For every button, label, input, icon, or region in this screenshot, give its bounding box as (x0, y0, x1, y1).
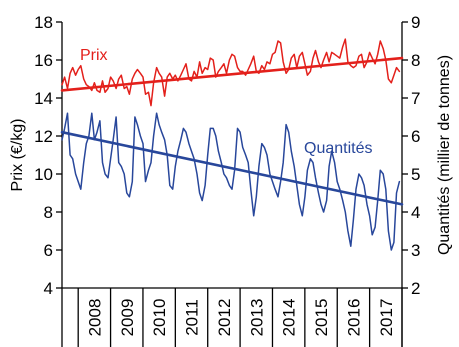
right-tick-label: 4 (411, 203, 420, 222)
left-tick-label: 18 (34, 13, 53, 32)
year-label: 2012 (215, 299, 234, 337)
year-label: 2011 (183, 299, 202, 336)
left-y-ticks: 4 6 8 10 12 14 16 18 (34, 13, 62, 298)
right-tick-label: 2 (411, 279, 420, 298)
quantity-series-label: Quantités (304, 140, 372, 157)
price-series-line (61, 38, 401, 107)
year-labels: 2008 2009 2010 2011 2012 2013 2014 2015 2016 2017 (77, 288, 403, 347)
price-trend-line (60, 56, 404, 92)
year-label: 2014 (280, 299, 299, 337)
price-series-label: Prix (80, 47, 108, 64)
left-tick-label: 6 (44, 241, 53, 260)
quantity-series-line (61, 112, 401, 251)
year-label: 2017 (377, 299, 396, 337)
left-tick-label: 14 (34, 89, 53, 108)
year-label: 2016 (344, 299, 363, 337)
left-tick-label: 16 (34, 51, 53, 70)
right-tick-label: 6 (411, 127, 420, 146)
left-tick-label: 4 (44, 279, 53, 298)
left-tick-label: 10 (34, 165, 53, 184)
year-label: 2013 (247, 299, 266, 337)
year-label: 2010 (150, 299, 169, 337)
year-label: 2015 (312, 299, 331, 337)
left-tick-label: 8 (44, 203, 53, 222)
right-tick-label: 8 (411, 51, 420, 70)
right-tick-label: 5 (411, 165, 420, 184)
quantity-trend-line (60, 130, 404, 206)
right-y-ticks: 2 3 4 5 6 7 8 9 (402, 13, 420, 298)
right-tick-label: 3 (411, 241, 420, 260)
year-label: 2009 (118, 299, 137, 337)
right-tick-label: 7 (411, 89, 420, 108)
left-tick-label: 12 (34, 127, 53, 146)
series-group (60, 38, 404, 251)
right-tick-label: 9 (411, 13, 420, 32)
left-axis-title: Prix (€/kg) (9, 119, 26, 192)
right-axis-title: Quantités (millier de tonnes) (436, 55, 453, 255)
year-label: 2008 (85, 299, 104, 337)
